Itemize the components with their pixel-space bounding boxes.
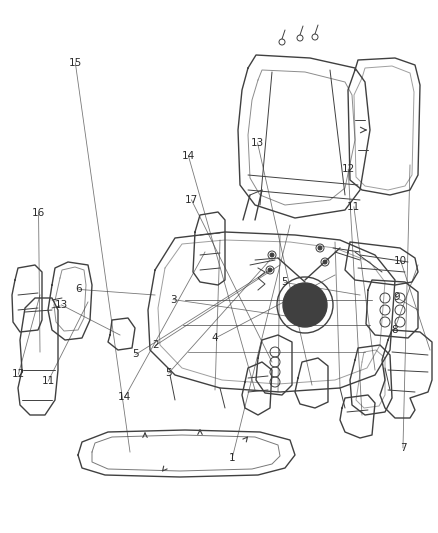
Text: 4: 4 <box>211 334 218 343</box>
Text: 2: 2 <box>152 341 159 350</box>
Text: 14: 14 <box>118 392 131 402</box>
Circle shape <box>283 283 327 327</box>
Circle shape <box>270 253 274 257</box>
Text: 7: 7 <box>399 443 406 453</box>
Text: 5: 5 <box>132 350 139 359</box>
Text: 1: 1 <box>229 454 236 463</box>
Text: 13: 13 <box>251 138 264 148</box>
Text: 11: 11 <box>347 202 360 212</box>
Text: 10: 10 <box>394 256 407 266</box>
Circle shape <box>318 246 322 250</box>
Text: 13: 13 <box>55 300 68 310</box>
Text: 11: 11 <box>42 376 55 386</box>
Text: 15: 15 <box>69 58 82 68</box>
Text: 5: 5 <box>281 278 288 287</box>
Text: 12: 12 <box>342 165 355 174</box>
Text: 16: 16 <box>32 208 45 218</box>
Text: 12: 12 <box>12 369 25 379</box>
Circle shape <box>268 268 272 272</box>
Circle shape <box>323 260 327 264</box>
Text: 9: 9 <box>393 293 400 302</box>
Text: 6: 6 <box>75 285 82 294</box>
Text: 14: 14 <box>182 151 195 160</box>
Circle shape <box>293 293 317 317</box>
Text: 5: 5 <box>165 368 172 378</box>
Text: 17: 17 <box>185 195 198 205</box>
Text: 8: 8 <box>391 326 398 335</box>
Text: 3: 3 <box>170 295 177 304</box>
